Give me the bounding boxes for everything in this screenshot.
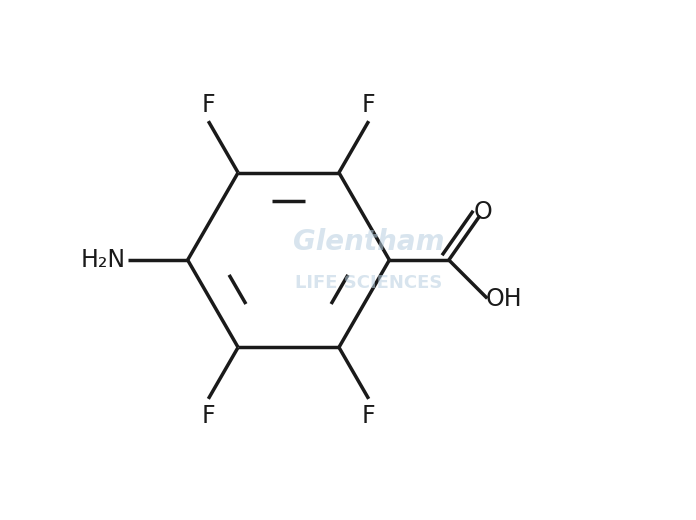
- Text: O: O: [474, 200, 493, 225]
- Text: Glentham: Glentham: [293, 228, 445, 256]
- Text: H₂N: H₂N: [81, 248, 126, 272]
- Text: F: F: [362, 93, 376, 117]
- Text: LIFE SCIENCES: LIFE SCIENCES: [295, 274, 443, 292]
- Text: F: F: [202, 404, 215, 428]
- Text: F: F: [202, 93, 215, 117]
- Text: OH: OH: [486, 288, 522, 311]
- Text: F: F: [362, 404, 376, 428]
